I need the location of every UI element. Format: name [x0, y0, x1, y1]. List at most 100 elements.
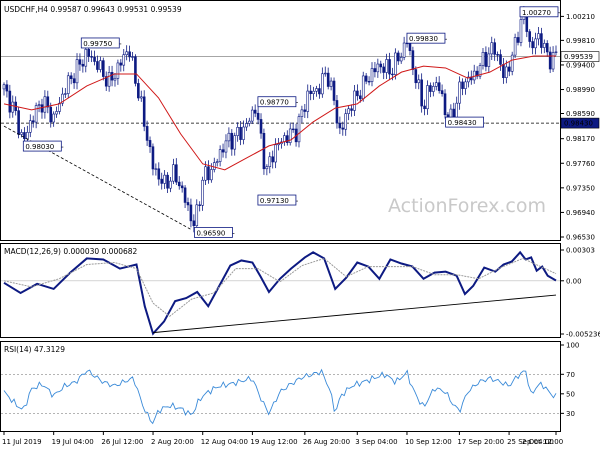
candle-body	[137, 83, 140, 99]
candle-body	[297, 116, 301, 143]
macd-y-axis: 0.00303 0.00 -0.005236	[560, 247, 600, 339]
macd-trendline	[152, 294, 557, 334]
rsi-line	[3, 368, 557, 425]
annotation-label: 0.98770	[260, 99, 289, 107]
annotation-box	[194, 227, 233, 238]
candle-body	[475, 70, 479, 77]
candle-body	[52, 113, 55, 123]
moving-average-path	[3, 55, 556, 171]
candle-body	[131, 56, 134, 58]
candle-body	[134, 56, 137, 84]
annotation-box	[406, 32, 446, 44]
candle-body	[253, 109, 257, 114]
candle-body	[87, 49, 90, 57]
candle-body	[379, 63, 383, 68]
candle-body	[396, 52, 400, 62]
candle-body	[434, 82, 438, 87]
candle-body	[204, 166, 207, 181]
candle-body	[139, 96, 143, 99]
price-ytick-label: 0.97350	[566, 184, 595, 192]
candle-body	[385, 59, 388, 73]
rsi-series	[3, 368, 557, 425]
price-ytick-label: 0.99810	[566, 37, 595, 45]
x-tick-label: 19 Aug 12:00	[250, 438, 297, 446]
candle-body	[84, 49, 88, 67]
candle-body	[245, 123, 248, 128]
candle-body	[262, 132, 266, 170]
candle-body	[519, 19, 523, 43]
candle-body	[408, 43, 412, 51]
candle-body	[417, 79, 421, 84]
price-panel-title: USDCHF,H4 0.99587 0.99643 0.99531 0.9953…	[4, 5, 182, 14]
candle-body	[236, 127, 239, 136]
annotation-box	[257, 96, 297, 108]
candle-body	[2, 84, 6, 90]
candle-body	[543, 43, 546, 48]
candle-body	[306, 90, 310, 112]
candle-body	[11, 101, 15, 113]
candle-body	[37, 104, 41, 106]
candle-body	[183, 187, 187, 203]
candle-body	[166, 174, 169, 189]
candle-body	[17, 110, 20, 135]
candle-body	[265, 166, 269, 170]
candle-body	[300, 109, 304, 117]
candle-body	[163, 174, 166, 184]
candle-body	[341, 127, 345, 130]
price-ytick-label: 0.99400	[566, 61, 595, 69]
candle-body	[347, 108, 350, 114]
candle-body	[321, 73, 324, 95]
x-tick-label: 3 Sep 04:00	[355, 438, 397, 446]
candle-body	[198, 204, 201, 206]
candle-body	[102, 60, 105, 77]
candle-body	[507, 66, 511, 72]
candle-body	[423, 105, 426, 110]
price-ytick-label: 0.96940	[566, 209, 595, 217]
candle-body	[192, 220, 196, 226]
candle-body	[505, 66, 508, 78]
candle-body	[551, 52, 555, 70]
candle-body	[382, 66, 385, 73]
candle-body	[534, 38, 537, 49]
candle-body	[461, 81, 464, 89]
candle-body	[207, 166, 210, 181]
price-reference-lines	[1, 56, 560, 124]
candle-body	[69, 75, 73, 79]
candle-body	[99, 60, 102, 70]
candle-body	[46, 96, 50, 108]
candle-body	[326, 72, 330, 87]
x-tick-label: 12 Aug 04:00	[201, 438, 248, 446]
rsi-ytick-label: 100	[566, 342, 579, 350]
candle-body	[510, 54, 514, 72]
candle-body	[5, 84, 9, 92]
x-tick-label: 25 Sep 04:00	[507, 438, 554, 446]
candle-body	[286, 135, 289, 143]
candle-body	[537, 33, 540, 40]
price-ytick-label: 0.97760	[566, 160, 595, 168]
candle-body	[116, 62, 120, 79]
rsi-panel-title: RSI(14) 47.3129	[4, 345, 65, 354]
rsi-ytick-label: 70	[566, 371, 575, 379]
macd-ytick-label: 0.00303	[566, 247, 595, 255]
candle-body	[472, 70, 476, 81]
candle-body	[338, 122, 342, 129]
moving-average-line	[3, 55, 556, 171]
candle-body	[432, 86, 435, 92]
candle-body	[309, 90, 312, 94]
macd-ytick-label: -0.005236	[566, 331, 600, 339]
candle-body	[411, 50, 415, 70]
candle-body	[145, 126, 149, 141]
price-y-axis: 1.00210 0.99810 0.99400 0.98990 0.98590 0.981…	[560, 13, 595, 242]
support-level-tag-box	[560, 117, 600, 129]
candle-body	[440, 90, 444, 95]
candle-body	[528, 31, 532, 42]
candle-body	[195, 204, 199, 226]
candle-body	[426, 85, 429, 110]
candle-body	[8, 90, 12, 113]
candle-body	[122, 54, 126, 66]
candle-body	[464, 81, 467, 89]
watermark: ActionForex.com	[388, 195, 546, 217]
candle-body	[160, 178, 164, 184]
candle-body	[96, 61, 99, 70]
